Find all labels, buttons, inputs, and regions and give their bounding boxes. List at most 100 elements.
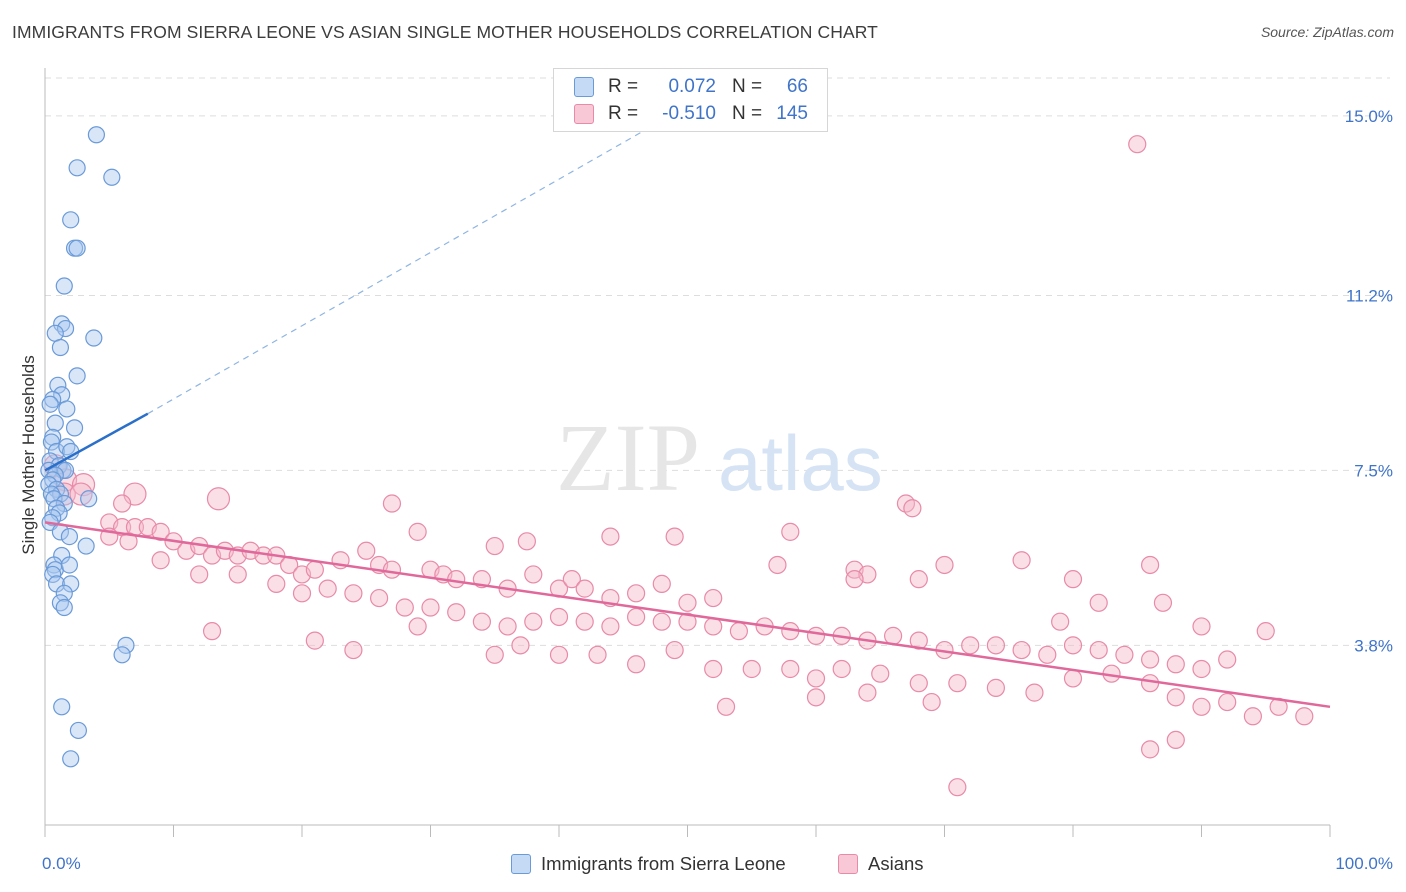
asians-point xyxy=(1140,555,1160,575)
legend-n-value: 145 xyxy=(776,103,808,124)
asians-point xyxy=(292,584,312,603)
asians-point xyxy=(1166,655,1185,674)
sierra-leone-point xyxy=(46,414,64,432)
asians-point xyxy=(498,617,517,636)
asians-point xyxy=(395,598,414,617)
asians-point xyxy=(382,494,402,513)
asians-point xyxy=(562,570,581,589)
asians-point xyxy=(1012,640,1031,660)
sierra-leone-point xyxy=(53,698,71,716)
sierra-leone-point xyxy=(117,636,135,654)
sierra-leone-point xyxy=(68,239,86,257)
asians-point xyxy=(665,527,684,546)
asians-point xyxy=(517,532,536,551)
asians-point xyxy=(151,551,170,570)
sierra-leone-point xyxy=(56,461,75,480)
sierra-leone-point xyxy=(113,646,131,664)
asians-point xyxy=(1192,697,1211,716)
asians-point xyxy=(1153,593,1173,612)
asians-point xyxy=(922,692,941,712)
sierra-leone-point xyxy=(60,528,79,546)
chart-title: IMMIGRANTS FROM SIERRA LEONE VS ASIAN SI… xyxy=(12,22,878,42)
asians-point xyxy=(549,607,569,627)
asians-point xyxy=(357,541,376,560)
asians-point xyxy=(1218,650,1237,669)
sierra-leone-point xyxy=(68,159,86,177)
legend-r-label: R = xyxy=(608,103,639,124)
asians-point xyxy=(71,472,96,497)
sierra-leone-point xyxy=(44,565,62,584)
asians-point xyxy=(408,522,427,541)
sierra-leone-point xyxy=(41,395,59,413)
y-tick-label: 15.0% xyxy=(1345,107,1393,126)
asians-point xyxy=(1012,551,1031,570)
legend-r-value: -0.510 xyxy=(662,103,716,124)
y-tick-label: 11.2% xyxy=(1346,286,1393,305)
asians-point xyxy=(305,560,324,579)
asians-point xyxy=(742,659,761,679)
sierra-leone-point xyxy=(65,419,84,437)
bottom-legend-label: Asians xyxy=(868,853,924,874)
asians-point xyxy=(370,588,389,608)
asians-point xyxy=(806,669,826,688)
asians-point xyxy=(1089,593,1108,612)
asians-point xyxy=(318,579,337,598)
sierra-leone-point xyxy=(60,556,79,574)
asians-point xyxy=(626,584,646,603)
legend-r-label: R = xyxy=(608,76,639,97)
asians-point xyxy=(305,631,324,650)
asians-point xyxy=(704,659,723,679)
trend-lines xyxy=(44,120,1331,709)
bottom-legend-swatch-blue xyxy=(511,854,531,874)
correlation-legend: R = 0.072 N = 66 R = -0.510 N = 145 xyxy=(553,68,828,132)
asians-point xyxy=(524,612,543,631)
asians-point xyxy=(1192,659,1211,679)
asians-point xyxy=(1166,730,1185,749)
asians-point xyxy=(151,522,170,541)
sierra-leone-point xyxy=(87,126,106,144)
sierra-leone-trend-line xyxy=(44,412,149,472)
asians-point xyxy=(1256,622,1275,641)
asians-point xyxy=(1115,645,1134,664)
asians-point xyxy=(1063,636,1083,655)
asians-point xyxy=(511,636,530,655)
asians-point xyxy=(344,584,363,603)
grid-lines xyxy=(45,77,1390,646)
bottom-legend-sierra-leone: Immigrants from Sierra Leone xyxy=(511,852,786,876)
asians-point xyxy=(1063,570,1083,589)
sierra-leone-point xyxy=(47,442,66,461)
sierra-leone-point xyxy=(62,750,80,768)
asians-point xyxy=(768,555,787,575)
asians-point xyxy=(781,659,800,679)
sierra-leone-point xyxy=(47,499,66,517)
asians-point xyxy=(678,593,697,612)
asians-point xyxy=(704,617,723,636)
asians-point xyxy=(1051,612,1070,631)
asians-point xyxy=(948,778,967,797)
asians-point xyxy=(1295,707,1314,726)
asians-point xyxy=(652,574,671,593)
sierra-leone-point xyxy=(46,466,64,484)
sierra-leone-point xyxy=(80,490,98,508)
sierra-leone-point xyxy=(55,277,73,295)
asians-point xyxy=(601,617,620,636)
asians-point xyxy=(1192,617,1211,636)
asians-point xyxy=(871,664,890,683)
asians-point xyxy=(1089,640,1108,660)
legend-swatch-blue xyxy=(574,77,594,97)
asians-point xyxy=(1140,740,1160,759)
asians-point xyxy=(447,603,466,622)
tick-labels: 3.8% 7.5% 11.2% 15.0% 0.0% 100.0% xyxy=(42,107,1393,873)
sierra-leone-trend-extension xyxy=(147,120,663,415)
asians-point xyxy=(1218,692,1237,712)
legend-swatch-pink xyxy=(574,104,594,124)
asians-point xyxy=(485,645,504,664)
asians-point xyxy=(202,622,222,641)
asians-point xyxy=(845,570,864,589)
sierra-leone-point xyxy=(44,390,62,409)
asians-point xyxy=(267,574,286,593)
legend-n-value: 66 xyxy=(786,76,808,97)
sierra-leone-point xyxy=(62,211,80,229)
asians-point xyxy=(549,645,569,664)
